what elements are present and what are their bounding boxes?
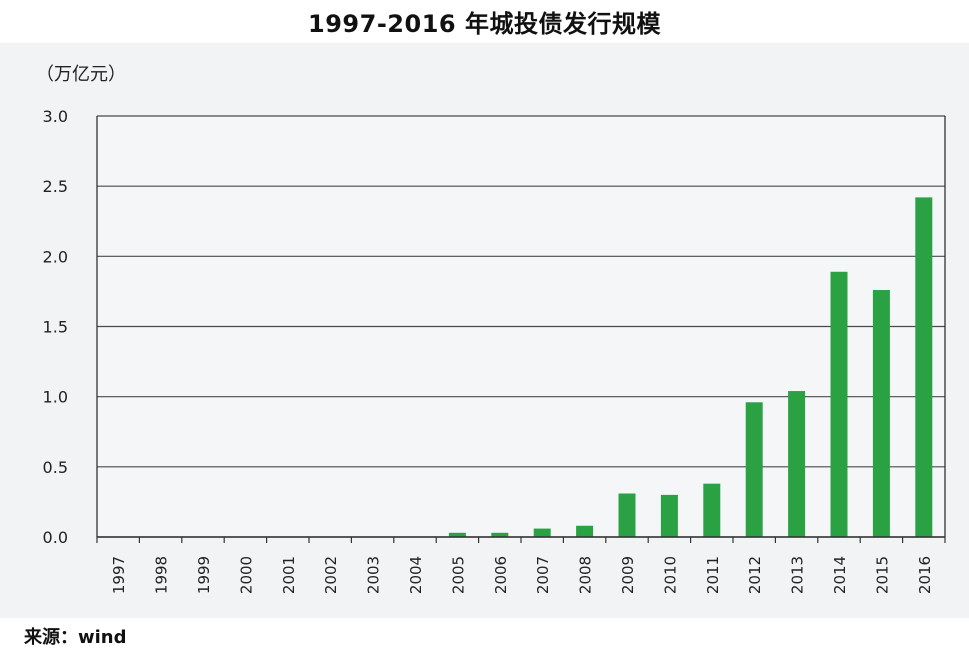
y-axis-ticks: 0.0 0.5 1.0 1.5 2.0 2.5 3.0 bbox=[43, 107, 68, 547]
y-tick-label: 0.5 bbox=[43, 458, 68, 477]
x-tick-label-2014: 2014 bbox=[831, 556, 849, 594]
bar-2012 bbox=[745, 402, 763, 537]
bar-2008 bbox=[576, 525, 594, 537]
y-tick-label: 3.0 bbox=[43, 107, 68, 126]
y-axis-unit-label: （万亿元） bbox=[36, 64, 126, 85]
bar-2006 bbox=[491, 532, 509, 537]
axes bbox=[96, 116, 946, 543]
bar-2007 bbox=[533, 528, 551, 537]
y-tick-label: 2.5 bbox=[43, 177, 68, 196]
x-tick-label-2005: 2005 bbox=[449, 556, 467, 594]
bar-2014 bbox=[830, 271, 848, 537]
bar-2015 bbox=[872, 290, 890, 537]
gridlines bbox=[97, 115, 945, 538]
x-tick-label-1997: 1997 bbox=[110, 556, 128, 594]
y-tick-label: 1.5 bbox=[43, 318, 68, 337]
x-tick-label-2016: 2016 bbox=[916, 556, 934, 594]
y-tick-label: 1.0 bbox=[43, 388, 68, 407]
bars bbox=[448, 197, 933, 538]
y-tick-label: 0.0 bbox=[43, 528, 68, 547]
x-tick-label-2008: 2008 bbox=[577, 556, 595, 594]
x-tick-label-2015: 2015 bbox=[873, 556, 891, 594]
y-tick-label: 2.0 bbox=[43, 247, 68, 266]
bar-2016 bbox=[915, 197, 933, 538]
bar-2013 bbox=[788, 391, 806, 537]
x-tick-label-1998: 1998 bbox=[153, 556, 171, 594]
bar-chart: 0.0 0.5 1.0 1.5 2.0 2.5 3.0 1997 1998 1999 2000 20… bbox=[43, 107, 946, 594]
x-tick-label-2001: 2001 bbox=[280, 556, 298, 594]
source-note: 来源：wind bbox=[24, 627, 127, 648]
x-tick-label-2003: 2003 bbox=[365, 556, 383, 594]
bar-2010 bbox=[660, 494, 678, 537]
bar-2011 bbox=[703, 483, 721, 537]
x-tick-label-2009: 2009 bbox=[619, 556, 637, 594]
x-tick-label-2010: 2010 bbox=[661, 556, 679, 594]
bar-2009 bbox=[618, 493, 636, 537]
x-tick-label-2012: 2012 bbox=[746, 556, 764, 594]
x-tick-label-2002: 2002 bbox=[322, 556, 340, 594]
x-tick-label-2013: 2013 bbox=[789, 556, 807, 594]
x-tick-label-2006: 2006 bbox=[492, 556, 510, 594]
bar-2005 bbox=[448, 532, 466, 537]
x-tick-label-2000: 2000 bbox=[237, 556, 255, 594]
x-tick-label-1999: 1999 bbox=[195, 556, 213, 594]
chart-title: 1997-2016 年城投债发行规模 bbox=[308, 10, 661, 38]
x-axis-ticks: 1997 1998 1999 2000 2001 2002 2003 2004 2005 2006… bbox=[110, 556, 934, 594]
x-tick-label-2007: 2007 bbox=[534, 556, 552, 594]
x-tick-label-2004: 2004 bbox=[407, 556, 425, 594]
x-tick-label-2011: 2011 bbox=[704, 556, 722, 594]
